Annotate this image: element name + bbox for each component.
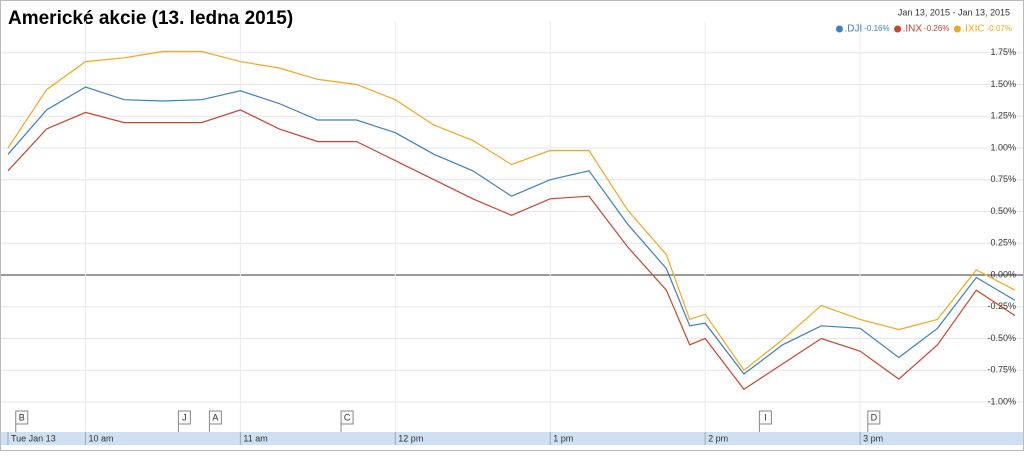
x-tick-label: 10 am <box>88 433 113 443</box>
y-tick-label: -0.25% <box>987 301 1016 311</box>
event-label: J <box>182 412 187 422</box>
legend-change: -0.26% <box>924 24 949 33</box>
y-tick-label: 1.75% <box>990 47 1016 57</box>
line-series <box>7 86 1016 375</box>
event-flag <box>758 410 772 425</box>
x-tick-label: 3 pm <box>863 433 883 443</box>
y-tick-label: 1.25% <box>990 111 1016 121</box>
event-flag <box>867 410 881 425</box>
event-label: B <box>19 412 25 422</box>
legend-swatch <box>953 25 961 33</box>
event-label: I <box>764 412 767 422</box>
event-flag <box>177 410 191 425</box>
event-label: D <box>871 412 878 422</box>
y-tick-label: -0.75% <box>987 365 1016 375</box>
legend-item: -0.26%.INX <box>894 24 949 35</box>
y-tick-label: 0.00% <box>990 269 1016 279</box>
y-tick-label: 0.50% <box>990 206 1016 216</box>
legend-label: .DJI <box>844 24 862 35</box>
event-label: A <box>212 412 218 422</box>
legend-swatch <box>894 25 902 33</box>
event-flag <box>15 410 29 425</box>
y-tick-label: -1.00% <box>987 396 1016 406</box>
time-axis-bar <box>1 432 1023 445</box>
date-range: Jan 13, 2015 - Jan 13, 2015 <box>898 7 1010 17</box>
y-tick-label: -0.50% <box>987 333 1016 343</box>
legend-item: -0.16%.DJI <box>835 24 890 35</box>
x-tick-label: Tue Jan 13 <box>11 433 56 443</box>
event-flag <box>340 410 354 425</box>
legend-item: -0.07%.IXIC <box>953 24 1012 35</box>
line-series <box>7 109 1016 391</box>
y-tick-label: 1.50% <box>990 79 1016 89</box>
legend-label: .IXIC <box>962 24 984 35</box>
event-label: C <box>344 412 351 422</box>
legend-swatch <box>835 25 843 33</box>
y-tick-label: 1.00% <box>990 142 1016 152</box>
x-tick-label: 1 pm <box>553 433 573 443</box>
x-tick-label: 2 pm <box>708 433 728 443</box>
legend-label: .INX <box>903 24 923 35</box>
event-flag <box>208 410 222 425</box>
chart-title: Americké akcie (13. ledna 2015) <box>8 8 293 29</box>
line-series <box>7 50 1016 372</box>
x-tick-label: 12 pm <box>398 433 423 443</box>
legend-change: -0.07% <box>987 24 1012 33</box>
x-tick-label: 11 am <box>243 433 267 443</box>
legend-change: -0.16% <box>864 24 889 33</box>
y-tick-label: 0.25% <box>990 238 1016 248</box>
y-tick-label: 0.75% <box>990 174 1016 184</box>
